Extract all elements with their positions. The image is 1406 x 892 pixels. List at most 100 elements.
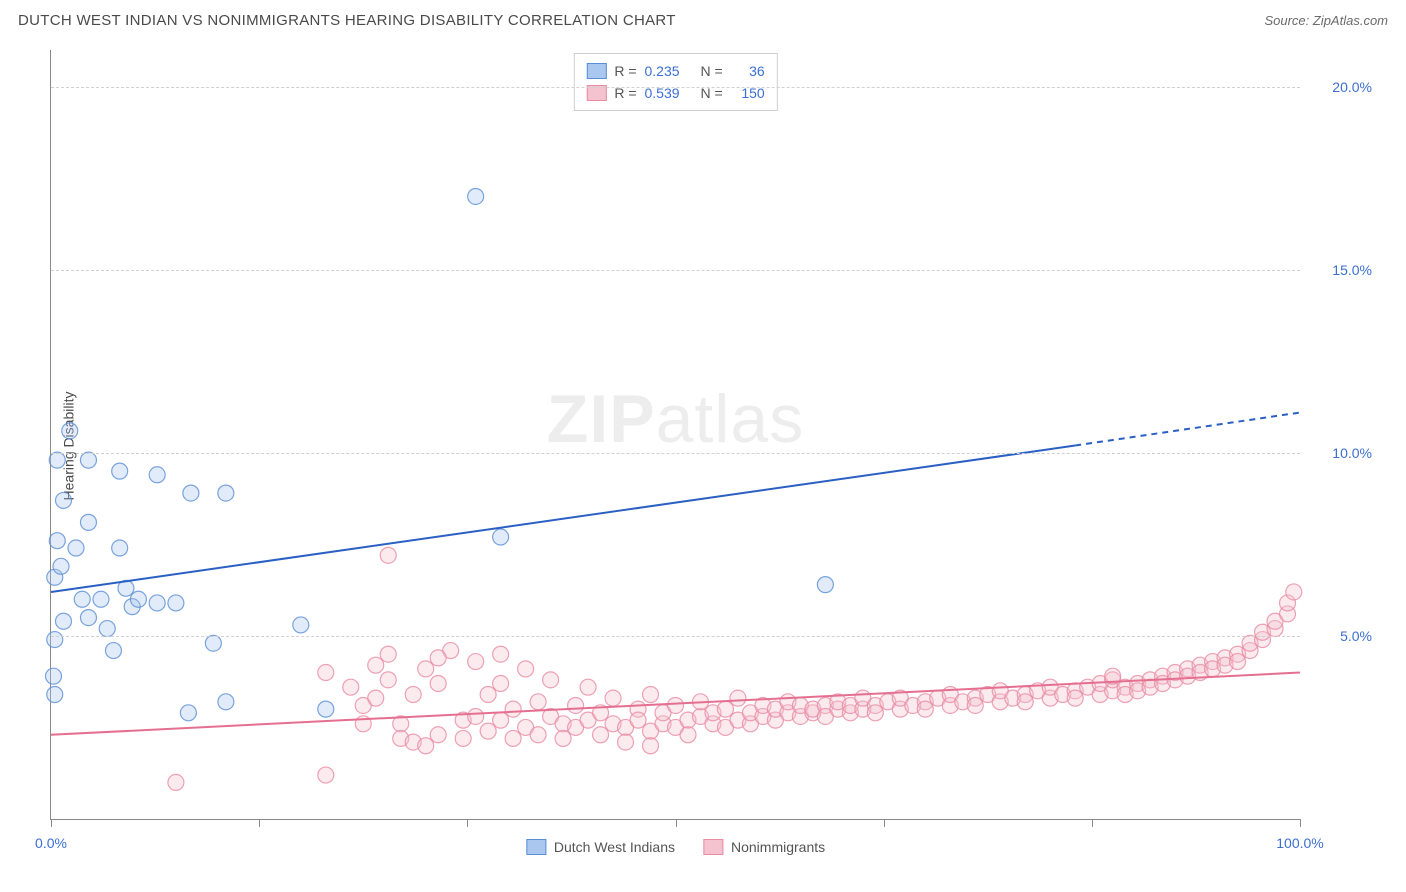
data-point: [149, 467, 165, 483]
source-label: Source: ZipAtlas.com: [1264, 13, 1388, 28]
data-point: [480, 686, 496, 702]
data-point: [493, 529, 509, 545]
xtick-label: 0.0%: [35, 835, 67, 851]
data-point: [1017, 694, 1033, 710]
data-point: [130, 591, 146, 607]
gridline: [51, 87, 1300, 88]
data-point: [430, 650, 446, 666]
trend-line-extrap: [1075, 413, 1300, 446]
data-point: [1067, 690, 1083, 706]
data-point: [630, 712, 646, 728]
data-point: [149, 595, 165, 611]
data-point: [47, 686, 63, 702]
gridline: [51, 270, 1300, 271]
data-point: [112, 540, 128, 556]
xtick: [467, 819, 468, 827]
legend-stats-row-0: R = 0.235 N = 36: [586, 60, 764, 82]
ytick-label: 10.0%: [1312, 445, 1372, 461]
data-point: [80, 610, 96, 626]
data-point: [218, 485, 234, 501]
data-point: [112, 463, 128, 479]
data-point: [318, 701, 334, 717]
gridline: [51, 636, 1300, 637]
data-point: [817, 577, 833, 593]
data-point: [168, 774, 184, 790]
data-point: [180, 705, 196, 721]
data-point: [168, 595, 184, 611]
data-point: [643, 686, 659, 702]
data-point: [418, 661, 434, 677]
data-point: [730, 690, 746, 706]
data-point: [218, 694, 234, 710]
data-point: [455, 730, 471, 746]
data-point: [343, 679, 359, 695]
data-point: [1286, 584, 1302, 600]
xtick: [676, 819, 677, 827]
ytick-label: 20.0%: [1312, 79, 1372, 95]
data-point: [505, 701, 521, 717]
xtick: [51, 819, 52, 827]
data-point: [493, 712, 509, 728]
legend-bottom-item-0: Dutch West Indians: [526, 839, 675, 855]
data-point: [53, 558, 69, 574]
legend-n-0: 36: [731, 60, 765, 82]
data-point: [580, 679, 596, 695]
data-point: [505, 730, 521, 746]
data-point: [380, 547, 396, 563]
data-point: [105, 643, 121, 659]
legend-r-0: 0.235: [645, 60, 693, 82]
legend-stats-row-1: R = 0.539 N = 150: [586, 82, 764, 104]
data-point: [318, 665, 334, 681]
data-point: [468, 708, 484, 724]
data-point: [47, 632, 63, 648]
data-point: [380, 646, 396, 662]
data-point: [493, 646, 509, 662]
xtick: [884, 819, 885, 827]
data-point: [405, 686, 421, 702]
ytick-label: 5.0%: [1312, 628, 1372, 644]
data-point: [605, 690, 621, 706]
trend-line: [51, 445, 1075, 591]
data-point: [55, 492, 71, 508]
legend-n-1: 150: [731, 82, 765, 104]
data-point: [430, 727, 446, 743]
legend-bottom-swatch-0: [526, 839, 546, 855]
data-point: [917, 701, 933, 717]
legend-bottom-label-0: Dutch West Indians: [554, 839, 675, 855]
xtick: [259, 819, 260, 827]
ytick-label: 15.0%: [1312, 262, 1372, 278]
legend-bottom-swatch-1: [703, 839, 723, 855]
data-point: [205, 635, 221, 651]
xtick: [1092, 819, 1093, 827]
scatter-svg: [51, 50, 1300, 819]
data-point: [680, 727, 696, 743]
data-point: [293, 617, 309, 633]
data-point: [368, 690, 384, 706]
xtick-label: 100.0%: [1276, 835, 1323, 851]
data-point: [543, 672, 559, 688]
data-point: [1230, 654, 1246, 670]
legend-bottom-item-1: Nonimmigrants: [703, 839, 825, 855]
data-point: [80, 514, 96, 530]
data-point: [418, 738, 434, 754]
data-point: [80, 452, 96, 468]
data-point: [368, 657, 384, 673]
legend-stats: R = 0.235 N = 36 R = 0.539 N = 150: [573, 53, 777, 111]
data-point: [49, 533, 65, 549]
data-point: [967, 697, 983, 713]
title-bar: DUTCH WEST INDIAN VS NONIMMIGRANTS HEARI…: [0, 0, 1406, 40]
data-point: [493, 676, 509, 692]
data-point: [530, 727, 546, 743]
data-point: [668, 697, 684, 713]
data-point: [618, 734, 634, 750]
data-point: [62, 423, 78, 439]
data-point: [717, 701, 733, 717]
data-point: [568, 697, 584, 713]
chart-title: DUTCH WEST INDIAN VS NONIMMIGRANTS HEARI…: [18, 12, 676, 29]
data-point: [49, 452, 65, 468]
legend-bottom-label-1: Nonimmigrants: [731, 839, 825, 855]
legend-bottom: Dutch West Indians Nonimmigrants: [526, 839, 825, 855]
data-point: [380, 672, 396, 688]
data-point: [518, 661, 534, 677]
data-point: [74, 591, 90, 607]
